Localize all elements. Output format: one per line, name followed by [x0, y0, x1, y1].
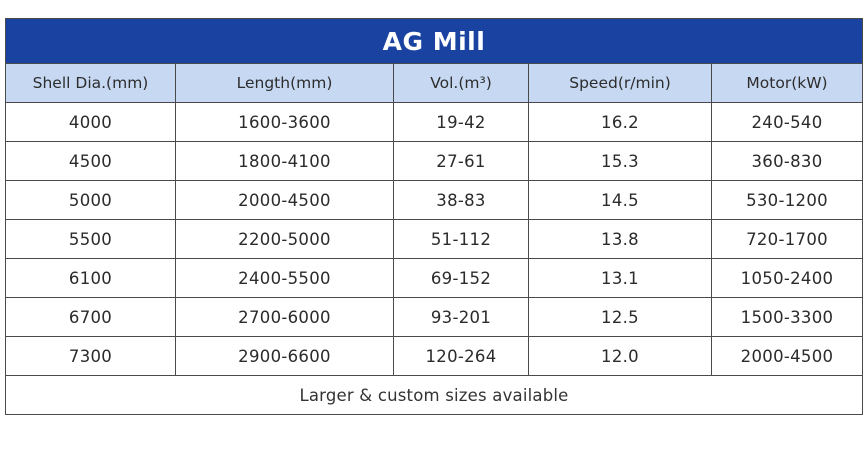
header-motor: Motor(kW)	[711, 63, 863, 103]
header-volume: Vol.(m³)	[393, 63, 529, 103]
cell-length: 2200-5000	[175, 219, 394, 259]
header-shell-diameter: Shell Dia.(mm)	[5, 63, 176, 103]
table-row: 4500 1800-4100 27-61 15.3 360-830	[5, 141, 863, 181]
ag-mill-spec-table: AG Mill Shell Dia.(mm) Length(mm) Vol.(m…	[5, 18, 863, 415]
cell-length: 2000-4500	[175, 180, 394, 220]
table-row: 5500 2200-5000 51-112 13.8 720-1700	[5, 219, 863, 259]
cell-length: 1600-3600	[175, 102, 394, 142]
cell-speed: 13.1	[528, 258, 712, 298]
cell-motor: 530-1200	[711, 180, 863, 220]
cell-volume: 69-152	[393, 258, 529, 298]
cell-motor: 1500-3300	[711, 297, 863, 337]
cell-shell-diameter: 7300	[5, 336, 176, 376]
cell-motor: 2000-4500	[711, 336, 863, 376]
table-title: AG Mill	[5, 18, 863, 64]
cell-shell-diameter: 6100	[5, 258, 176, 298]
cell-shell-diameter: 5000	[5, 180, 176, 220]
cell-speed: 16.2	[528, 102, 712, 142]
table-row: 5000 2000-4500 38-83 14.5 530-1200	[5, 180, 863, 220]
table-row: 4000 1600-3600 19-42 16.2 240-540	[5, 102, 863, 142]
cell-speed: 12.0	[528, 336, 712, 376]
cell-volume: 120-264	[393, 336, 529, 376]
cell-volume: 27-61	[393, 141, 529, 181]
header-length: Length(mm)	[175, 63, 394, 103]
header-speed: Speed(r/min)	[528, 63, 712, 103]
cell-speed: 14.5	[528, 180, 712, 220]
cell-shell-diameter: 5500	[5, 219, 176, 259]
table-row: 6100 2400-5500 69-152 13.1 1050-2400	[5, 258, 863, 298]
table-header-row: Shell Dia.(mm) Length(mm) Vol.(m³) Speed…	[5, 63, 863, 103]
cell-shell-diameter: 4000	[5, 102, 176, 142]
cell-length: 1800-4100	[175, 141, 394, 181]
cell-volume: 51-112	[393, 219, 529, 259]
cell-volume: 38-83	[393, 180, 529, 220]
cell-length: 2400-5500	[175, 258, 394, 298]
table-row: 6700 2700-6000 93-201 12.5 1500-3300	[5, 297, 863, 337]
cell-volume: 93-201	[393, 297, 529, 337]
cell-speed: 12.5	[528, 297, 712, 337]
cell-shell-diameter: 4500	[5, 141, 176, 181]
cell-speed: 15.3	[528, 141, 712, 181]
cell-shell-diameter: 6700	[5, 297, 176, 337]
table-row: 7300 2900-6600 120-264 12.0 2000-4500	[5, 336, 863, 376]
cell-motor: 1050-2400	[711, 258, 863, 298]
cell-speed: 13.8	[528, 219, 712, 259]
table-footer-note: Larger & custom sizes available	[5, 375, 863, 415]
cell-length: 2700-6000	[175, 297, 394, 337]
cell-volume: 19-42	[393, 102, 529, 142]
cell-motor: 360-830	[711, 141, 863, 181]
cell-length: 2900-6600	[175, 336, 394, 376]
cell-motor: 720-1700	[711, 219, 863, 259]
cell-motor: 240-540	[711, 102, 863, 142]
